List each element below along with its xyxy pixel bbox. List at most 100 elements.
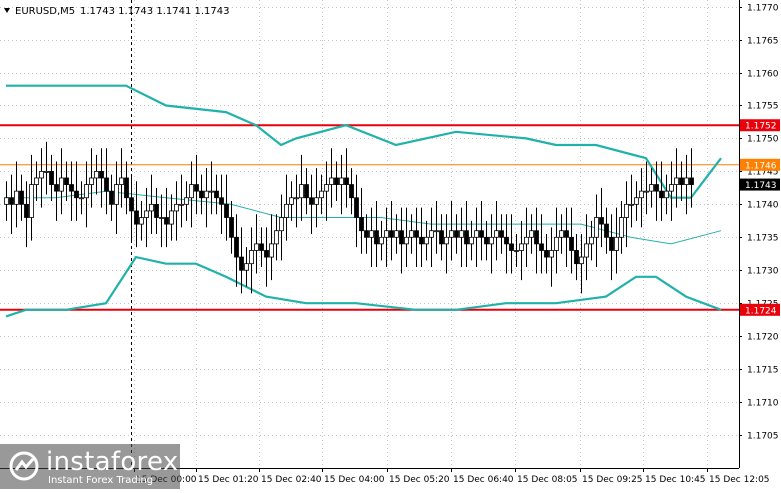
candle-body	[184, 197, 189, 205]
x-tick-label: 15 Dec 02:40	[261, 475, 322, 485]
candle-body	[544, 250, 549, 258]
candle-body	[139, 217, 144, 225]
candle-body	[624, 203, 629, 218]
candle-body	[259, 243, 264, 251]
candle-body	[539, 243, 544, 251]
x-tick-label: 15 Dec 08:05	[517, 475, 578, 485]
candle-body	[234, 236, 239, 258]
y-tick-label: 1.1745	[747, 168, 779, 178]
price-labels: 1.1752 1.1746 1.1743 1.1724	[740, 119, 780, 316]
candle-body	[374, 230, 379, 245]
candle-body	[679, 177, 684, 185]
candle-body	[69, 184, 74, 192]
candle-body	[664, 190, 669, 199]
candle-body	[304, 184, 309, 199]
candle-body	[289, 197, 294, 205]
candle-body	[119, 177, 124, 185]
candle-body	[394, 230, 399, 238]
candle-body	[154, 203, 159, 218]
dropdown-triangle-icon[interactable]	[4, 8, 10, 13]
candle-body	[339, 177, 344, 185]
candle-body	[54, 184, 59, 192]
candle-body	[294, 197, 299, 200]
y-tick-label: 1.1770	[747, 4, 779, 14]
x-tick-label: 15 Dec 01:20	[198, 475, 259, 485]
candle-body	[89, 177, 94, 185]
bollinger-lower-band	[5, 255, 722, 318]
candle-body	[284, 203, 289, 218]
candle-body	[254, 243, 259, 251]
candle-body	[279, 217, 284, 232]
y-tick-label: 1.1750	[747, 135, 779, 145]
candle-body	[199, 190, 204, 199]
candle-body	[84, 184, 89, 199]
candle-body	[344, 177, 349, 185]
price-label-box	[740, 158, 780, 171]
candle-body	[94, 170, 99, 179]
candle-body	[309, 197, 314, 205]
candle-body	[364, 230, 369, 238]
candle-body	[24, 203, 29, 218]
candle-body	[299, 184, 304, 199]
candle-body	[599, 217, 604, 225]
candle-body	[114, 184, 119, 205]
x-tick-label: 15 Dec 06:40	[453, 475, 514, 485]
candle-body	[449, 230, 454, 238]
candle-body	[319, 190, 324, 199]
candle-body	[554, 236, 559, 251]
candle-body	[589, 236, 594, 245]
candle-body	[384, 230, 389, 238]
candle-body	[429, 230, 434, 238]
candle-body	[529, 230, 534, 238]
candle-body	[444, 236, 449, 245]
candle-body	[509, 243, 514, 251]
x-tick-label: 15 Dec 04:00	[324, 475, 385, 485]
y-tick-label: 1.1715	[747, 366, 779, 376]
candle-body	[419, 236, 424, 245]
instaforex-logo: instaforex Instant Forex Trading	[0, 444, 180, 489]
candle-body	[564, 230, 569, 238]
price-label-box	[740, 178, 780, 191]
candle-body	[144, 210, 149, 218]
candle-body	[244, 263, 249, 271]
candle-body	[9, 197, 14, 205]
candle-body	[329, 177, 334, 185]
candle-body	[569, 236, 574, 251]
candle-body	[499, 230, 504, 238]
candle-body	[644, 190, 649, 193]
candle-body	[504, 236, 509, 245]
y-tick-label: 1.1765	[747, 37, 779, 47]
candle-body	[614, 236, 619, 251]
candle-body	[334, 177, 339, 185]
candle-body	[324, 184, 329, 192]
candle-body	[39, 170, 44, 179]
ohlc-values: 1.1743 1.1743 1.1741 1.1743	[80, 6, 230, 17]
candle-body	[474, 230, 479, 238]
candle-body	[379, 236, 384, 245]
candle-body	[134, 210, 139, 225]
candle-body	[469, 236, 474, 245]
price-label-box	[740, 119, 780, 132]
candle-body	[29, 184, 34, 218]
price-label-box	[740, 303, 780, 316]
price-label-text: 1.1746	[745, 161, 777, 171]
candle-body	[274, 230, 279, 245]
y-tick-label: 1.1760	[747, 70, 779, 80]
candle-body	[4, 197, 9, 205]
candles	[4, 141, 694, 294]
candle-body	[389, 230, 394, 238]
candle-body	[574, 250, 579, 265]
y-tick-label: 1.1705	[747, 432, 779, 442]
y-tick-label: 1.1740	[747, 201, 779, 211]
candle-body	[484, 236, 489, 245]
candle-body	[649, 184, 654, 192]
candle-body	[104, 177, 109, 192]
candle-body	[549, 250, 554, 258]
candle-body	[489, 236, 494, 245]
x-tick-label: 15 Dec 10:45	[645, 475, 706, 485]
candle-body	[434, 230, 439, 233]
candle-body	[249, 250, 254, 265]
instaforex-mark-icon	[9, 451, 39, 481]
